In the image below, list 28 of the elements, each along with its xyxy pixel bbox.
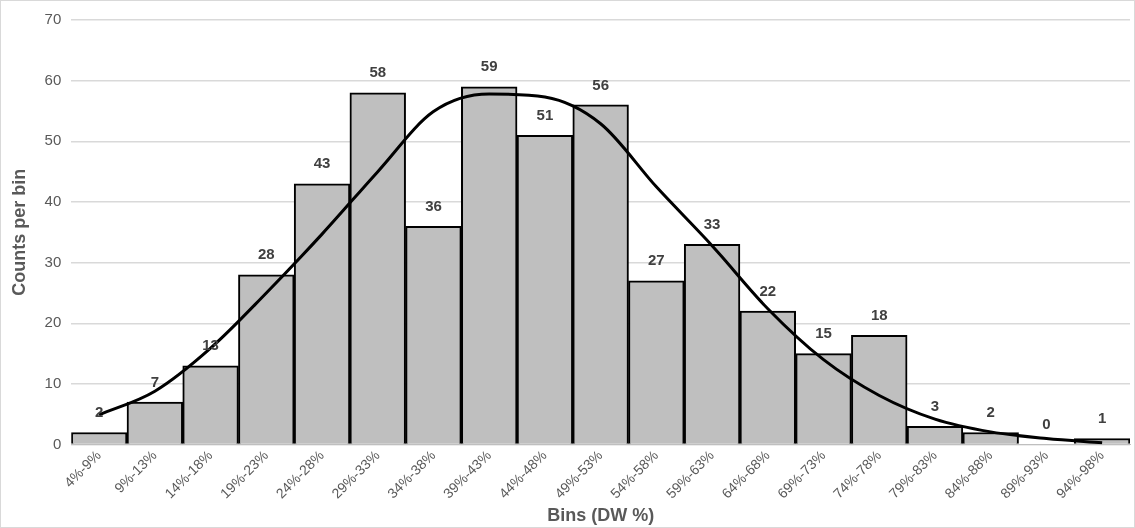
y-tick-label: 40 — [44, 192, 62, 210]
data-label: 59 — [480, 57, 498, 75]
data-label: 58 — [369, 63, 387, 81]
data-label: 7 — [150, 372, 160, 390]
y-tick-label: 30 — [44, 252, 62, 270]
data-label: 0 — [1042, 415, 1051, 433]
data-label: 33 — [703, 215, 721, 233]
data-label: 28 — [257, 245, 275, 263]
y-tick-label: 20 — [44, 313, 62, 331]
data-label: 1 — [1097, 409, 1107, 427]
data-label: 22 — [759, 281, 777, 299]
data-label: 2 — [94, 403, 104, 421]
data-label: 15 — [815, 324, 832, 342]
y-tick-label: 50 — [44, 131, 62, 149]
data-label: 3 — [930, 397, 940, 415]
data-label: 43 — [313, 154, 331, 172]
data-label: 2 — [986, 403, 995, 421]
data-label: 18 — [870, 306, 888, 324]
y-tick-label: 10 — [44, 374, 62, 392]
x-axis-title: Bins (DW %) — [547, 505, 655, 526]
y-tick-label: 70 — [44, 10, 62, 28]
data-label: 36 — [425, 196, 442, 214]
data-label: 27 — [648, 251, 665, 269]
y-tick-label: 60 — [44, 70, 62, 88]
data-label: 51 — [536, 105, 554, 123]
data-label: 56 — [592, 75, 609, 93]
y-axis-title: Counts per bin — [8, 168, 29, 296]
y-tick-label: 0 — [52, 434, 62, 452]
